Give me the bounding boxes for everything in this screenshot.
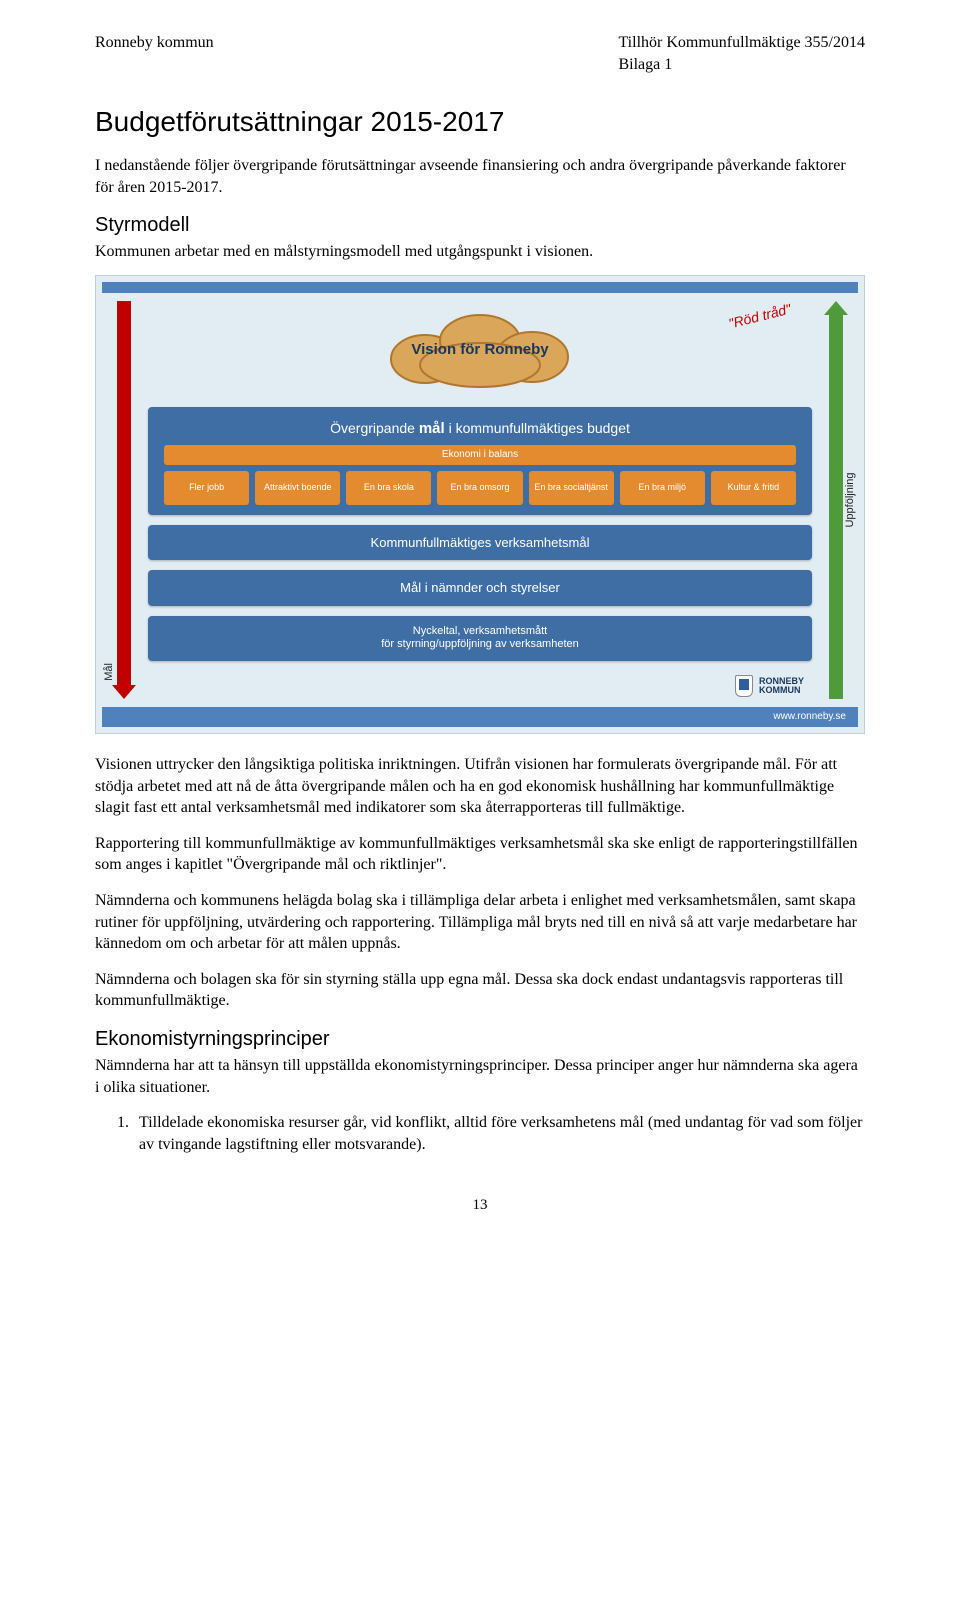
cloud-row: Vision för Ronneby "Röd tråd" <box>148 301 812 407</box>
cloud-label: Vision för Ronneby <box>380 311 580 389</box>
block1-title: Övergripande mål i kommunfullmäktiges bu… <box>160 419 800 439</box>
red-thread-label: "Röd tråd" <box>727 299 793 333</box>
pill-fler-jobb: Fler jobb <box>164 471 249 505</box>
block-namnder-styrelser: Mål i nämnder och styrelser <box>148 570 812 606</box>
page-number: 13 <box>95 1195 865 1215</box>
pill-en-bra-omsorg: En bra omsorg <box>437 471 522 505</box>
pill-en-bra-skola: En bra skola <box>346 471 431 505</box>
arrow-mal-label: Mål <box>102 663 117 681</box>
page-header: Ronneby kommun Tillhör Kommunfullmäktige… <box>95 32 865 75</box>
ekonomi-list: Tilldelade ekonomiska resurser går, vid … <box>133 1112 865 1155</box>
arrow-uppfoljning-head <box>824 301 848 315</box>
diagram-bottom-band: www.ronneby.se <box>102 707 858 727</box>
diagram-footer-url: www.ronneby.se <box>773 710 846 724</box>
ronneby-crest-icon <box>735 675 753 697</box>
diagram-body: Mål Uppföljning Vision för Ronneby "Rö <box>102 293 858 707</box>
block1-title-bold: mål <box>419 420 445 437</box>
arrow-mal-shaft <box>117 301 131 685</box>
body-p2: Rapportering till kommunfullmäktige av k… <box>95 833 865 876</box>
logo-text-line2: KOMMUN <box>759 686 804 695</box>
block4-line1: Nyckeltal, verksamhetsmått <box>160 625 800 639</box>
header-right: Tillhör Kommunfullmäktige 355/2014 Bilag… <box>618 32 865 75</box>
body-p1: Visionen uttrycker den långsiktiga polit… <box>95 754 865 819</box>
block1-title-suffix: i kommunfullmäktiges budget <box>449 420 630 436</box>
heading-ekonomistyrning: Ekonomistyrningsprinciper <box>95 1026 865 1053</box>
body-p4: Nämnderna och bolagen ska för sin styrni… <box>95 969 865 1012</box>
block-nyckeltal: Nyckeltal, verksamhetsmått för styrning/… <box>148 616 812 662</box>
arrow-uppfoljning-shaft <box>829 315 843 699</box>
pill-row: Fler jobb Attraktivt boende En bra skola… <box>160 471 800 505</box>
vision-cloud: Vision för Ronneby <box>380 311 580 389</box>
header-left: Ronneby kommun <box>95 32 214 75</box>
block4-line2: för styrning/uppföljning av verksamheten <box>160 638 800 652</box>
pill-en-bra-miljo: En bra miljö <box>620 471 705 505</box>
heading-styrmodell: Styrmodell <box>95 212 865 239</box>
pill-en-bra-socialtjanst: En bra socialtjänst <box>529 471 614 505</box>
econ-band: Ekonomi i balans <box>164 445 796 465</box>
ekonomi-lead: Nämnderna har att ta hänsyn till uppstäl… <box>95 1055 865 1098</box>
arrow-uppfoljning: Uppföljning <box>816 301 856 699</box>
pill-attraktivt-boende: Attraktivt boende <box>255 471 340 505</box>
arrow-mal: Mål <box>104 301 144 699</box>
block-verksamhetsmal: Kommunfullmäktiges verksamhetsmål <box>148 525 812 561</box>
header-right-line1: Tillhör Kommunfullmäktige 355/2014 <box>618 32 865 54</box>
header-right-line2: Bilaga 1 <box>618 54 865 76</box>
logo-text: RONNEBY KOMMUN <box>759 677 804 695</box>
block-overgripande-mal: Övergripande mål i kommunfullmäktiges bu… <box>148 407 812 515</box>
styrmodell-diagram: Mål Uppföljning Vision för Ronneby "Rö <box>95 275 865 734</box>
diagram-top-band <box>102 282 858 293</box>
pill-kultur-fritid: Kultur & fritid <box>711 471 796 505</box>
ekonomi-list-item-1: Tilldelade ekonomiska resurser går, vid … <box>133 1112 865 1155</box>
logo-row: RONNEBY KOMMUN <box>148 671 812 699</box>
styrmodell-lead: Kommunen arbetar med en målstyrningsmode… <box>95 241 865 263</box>
intro-paragraph: I nedanstående följer övergripande förut… <box>95 155 865 198</box>
body-p3: Nämnderna och kommunens helägda bolag sk… <box>95 890 865 955</box>
arrow-mal-head <box>112 685 136 699</box>
arrow-uppfoljning-label: Uppföljning <box>843 472 858 527</box>
block1-title-prefix: Övergripande <box>330 420 415 436</box>
page-title: Budgetförutsättningar 2015-2017 <box>95 103 865 141</box>
